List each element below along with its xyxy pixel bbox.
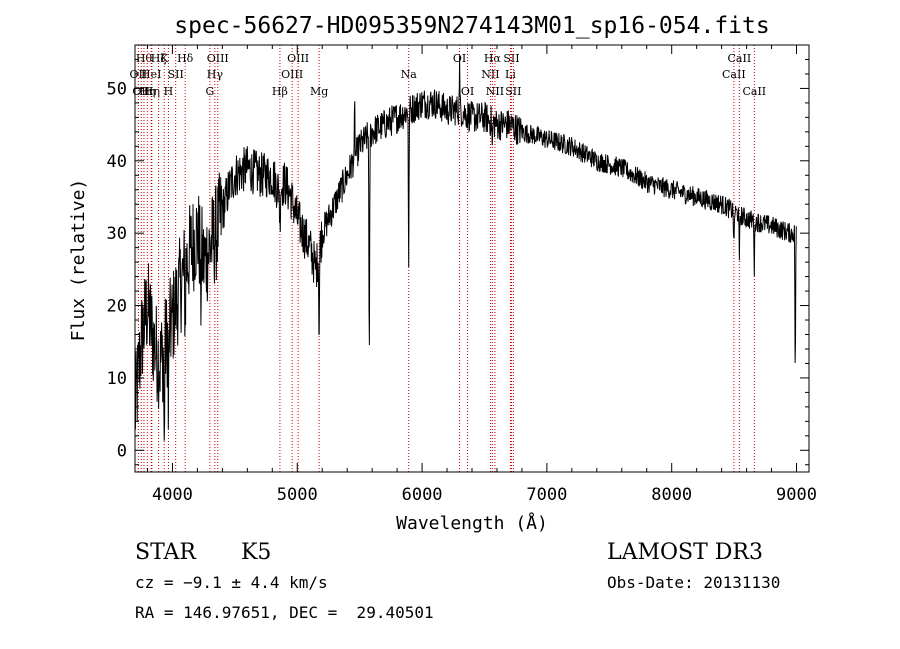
spectrum-line	[134, 55, 797, 441]
line-marker-label: K	[160, 52, 169, 65]
x-tick-label: 9000	[776, 485, 817, 505]
x-tick-label: 4000	[152, 485, 193, 505]
y-tick-label: 30	[107, 224, 127, 244]
object-class: STAR	[135, 540, 196, 565]
line-marker-label: Hα	[484, 52, 502, 65]
x-tick-label: 7000	[526, 485, 567, 505]
y-tick-label: 50	[107, 79, 127, 99]
object-subclass: K5	[241, 540, 272, 565]
line-marker-label: Hβ	[272, 85, 288, 98]
x-tick-label: 5000	[277, 485, 318, 505]
line-marker-label: OIII	[287, 52, 309, 65]
line-marker-label: Hθ	[136, 52, 153, 65]
y-axis-ticks: 0 10 20 30 40 50	[107, 58, 809, 466]
observation-date: Obs-Date: 20131130	[607, 573, 781, 592]
plot-frame	[134, 44, 810, 473]
line-marker-label: H	[164, 85, 174, 98]
line-marker-label: Mg	[310, 85, 328, 98]
line-marker-label: OII	[130, 68, 148, 81]
line-marker-label: Hη	[144, 85, 160, 98]
line-marker-label: CaII	[722, 68, 746, 81]
y-tick-label: 40	[107, 152, 127, 172]
y-tick-label: 0	[117, 441, 127, 461]
line-marker-label: OIII	[207, 52, 229, 65]
chart-title: spec-56627-HD095359N274143M01_sp16-054.f…	[174, 13, 769, 39]
line-marker-label: OI	[461, 85, 474, 98]
line-marker-label: NII	[481, 68, 499, 81]
coordinates: RA = 146.97651, DEC = 29.40501	[135, 603, 434, 622]
redshift-velocity: cz = −9.1 ± 4.4 km/s	[135, 573, 328, 592]
line-marker-label: CaII	[728, 52, 752, 65]
x-tick-label: 6000	[402, 485, 443, 505]
line-marker-label: Li	[505, 68, 516, 81]
y-axis-label: Flux (relative)	[68, 179, 89, 342]
x-axis-label: Wavelength (Å)	[396, 512, 548, 534]
line-marker-label: NII	[486, 85, 504, 98]
line-marker-label: Hδ	[177, 52, 194, 65]
line-marker-label: SII	[503, 52, 519, 65]
line-marker-label: Na	[401, 68, 418, 81]
y-tick-label: 20	[107, 297, 127, 317]
line-marker-label: HeI	[141, 68, 161, 81]
line-marker-label: SII	[168, 68, 184, 81]
survey-name: LAMOST DR3	[607, 540, 763, 565]
line-marker-label: Hζ	[151, 52, 167, 65]
y-tick-label: 10	[107, 369, 127, 389]
x-axis-ticks: 4000 5000 6000 7000 8000 9000	[146, 45, 817, 505]
line-marker-label: G	[205, 85, 214, 98]
line-marker-label: OIII	[281, 68, 303, 81]
line-marker-label: Hγ	[207, 68, 224, 81]
x-tick-label: 8000	[651, 485, 692, 505]
line-marker-label: SII	[505, 85, 521, 98]
line-marker-label: CaII	[742, 85, 766, 98]
